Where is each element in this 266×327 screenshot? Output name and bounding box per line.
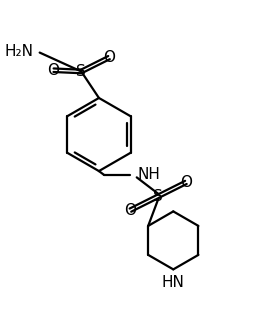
Text: O: O — [180, 175, 192, 190]
Text: S: S — [76, 64, 86, 79]
Text: HN: HN — [162, 275, 185, 290]
Text: S: S — [153, 189, 163, 204]
Text: O: O — [124, 203, 136, 218]
Text: O: O — [48, 63, 60, 78]
Text: H₂N: H₂N — [4, 44, 33, 59]
Text: O: O — [103, 50, 115, 65]
Text: NH: NH — [137, 167, 160, 182]
